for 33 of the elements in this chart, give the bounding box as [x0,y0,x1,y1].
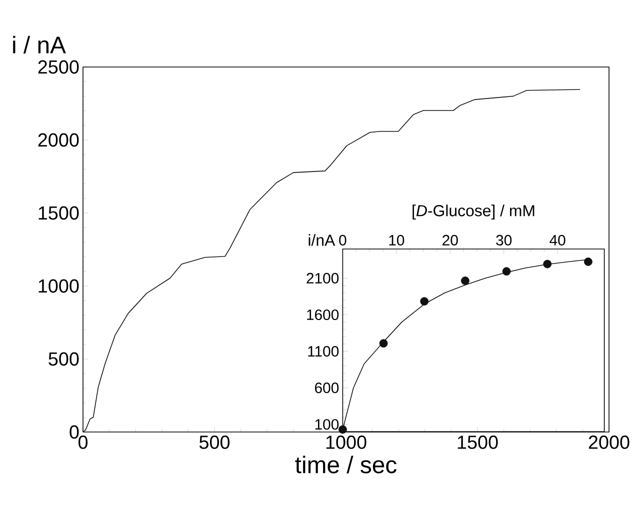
y-axis-title: i/nA [308,234,336,246]
point [460,276,470,285]
y-tick-label: 1500 [38,206,79,220]
x-tick-label: 20 [442,234,458,246]
x-tick-label: 0 [78,436,88,449]
point [338,425,347,434]
x-tick-label: 0 [339,234,346,246]
point [420,297,429,306]
y-tick-label: 500 [48,352,79,366]
x-tick-label: 30 [496,234,512,246]
x-tick-label: 1500 [458,436,498,449]
x-tick-label: 500 [199,436,230,449]
point [543,260,552,268]
x-axis-title: [D-Glucose] / mM [412,204,534,220]
y-axis-title: i / nA [13,36,66,54]
point [584,258,592,266]
x-tick-label: 40 [550,234,566,246]
y-tick-label: 1600 [307,309,339,320]
x-tick-label: 2000 [588,436,630,449]
x-tick-label: 10 [389,234,404,246]
y-tick-label: 2000 [38,133,79,147]
y-tick-label: 600 [315,382,339,394]
y-tick-label: 100 [315,419,339,430]
y-tick-label: 1000 [38,279,79,293]
point [379,339,388,348]
y-tick-label: 0 [70,425,79,439]
y-tick-label: 2100 [306,272,339,284]
point [502,267,511,276]
x-tick-label: 1000 [326,436,366,449]
y-tick-label: 1100 [308,346,339,357]
line-series [83,89,580,432]
y-tick-label: 2500 [38,60,79,74]
x-axis-title: time / sec [295,456,397,474]
